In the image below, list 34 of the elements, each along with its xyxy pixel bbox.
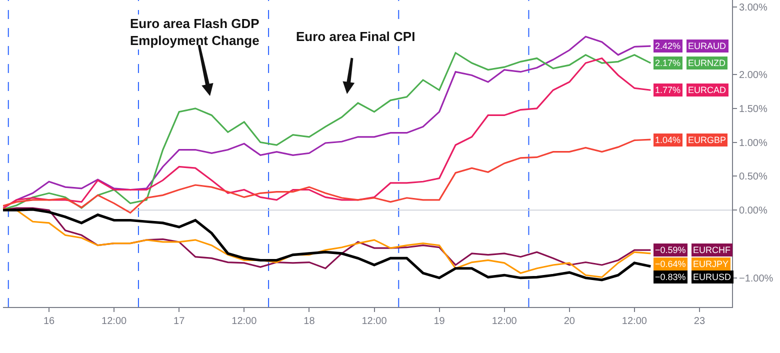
x-tick-label: 19 <box>434 316 446 327</box>
legend-label: EURUSD <box>693 272 732 282</box>
x-tick-label: 18 <box>304 316 316 327</box>
legend-label: EURGBP <box>688 135 726 145</box>
y-tick-label: 1.00% <box>739 138 768 149</box>
legend-label: EURNZD <box>688 58 726 68</box>
legend-label: EURJPY <box>693 259 729 269</box>
y-tick-label: 0.00% <box>739 206 768 217</box>
y-tick-label: 2.00% <box>739 70 768 82</box>
y-tick-label: 1.50% <box>739 104 768 115</box>
data-label: 2.42% <box>655 41 681 51</box>
x-tick-label: 12:00 <box>232 316 258 327</box>
data-label: 1.77% <box>655 85 681 95</box>
data-label: 2.17% <box>655 58 681 68</box>
x-tick-label: 12:00 <box>102 316 128 327</box>
y-tick-label: 0.50% <box>739 172 768 183</box>
x-tick-label: 12:00 <box>622 316 648 327</box>
legend-label: EURAUD <box>688 41 727 51</box>
x-tick-label: 12:00 <box>492 316 518 327</box>
data-label: −0.83% <box>655 272 686 282</box>
legend-label: EURCHF <box>693 245 731 255</box>
annotation: Euro area Flash GDP Employment Change <box>130 16 260 48</box>
data-label: 1.04% <box>655 135 681 145</box>
legend-label: EURCAD <box>688 85 727 95</box>
x-tick-label: 23 <box>694 316 706 327</box>
x-tick-label: 20 <box>564 316 576 327</box>
y-tick-label: 3.00% <box>739 2 768 14</box>
annotation: Euro area Final CPI <box>296 29 416 44</box>
y-tick-label: −1.00% <box>739 273 774 284</box>
data-label: −0.59% <box>655 245 686 255</box>
x-tick-label: 12:00 <box>362 316 388 327</box>
x-tick-label: 16 <box>43 316 56 327</box>
data-label: −0.64% <box>655 259 686 269</box>
x-tick-label: 17 <box>174 316 186 327</box>
